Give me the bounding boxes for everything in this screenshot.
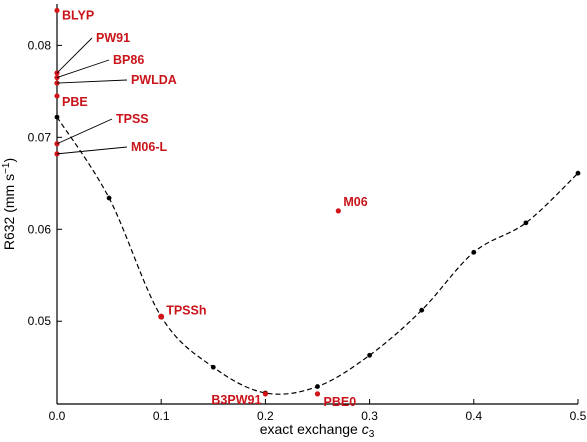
fit-point-7 [419,307,425,313]
point-m06 [335,208,341,214]
leader-pw91 [56,37,93,74]
y-tick-label-2: 0.07 [28,130,52,144]
label-tpss: TPSS [116,112,149,126]
point-b3pw91 [262,391,268,397]
label-pw91: PW91 [96,31,130,45]
label-pwlda: PWLDA [131,73,177,87]
fit-curve [56,116,579,395]
x-tick-label-4: 0.4 [465,409,482,423]
y-tick-label-3: 0.08 [28,38,52,52]
leader-pwlda [56,79,128,84]
x-tick-label-1: 0.1 [153,409,170,423]
x-tick-label-3: 0.3 [361,409,378,423]
fit-point-0 [54,114,60,120]
label-m06-l: M06-L [131,140,167,154]
label-tpssh: TPSSh [166,304,206,318]
leader-tpss [56,118,113,145]
y-tick-label-0: 0.05 [28,314,52,328]
fit-curve-group [56,116,579,395]
point-blyp [54,7,60,14]
label-pbe0: PBE0 [324,395,357,409]
fit-point-3 [210,364,216,370]
fit-point-9 [523,220,529,226]
x-tick-label-5: 0.5 [570,409,587,423]
leader-m06-l [56,146,128,155]
label-m06: M06 [343,195,367,209]
x-axis-title: exact exchange c3 [260,421,375,440]
label-b3pw91: B3PW91 [211,393,261,407]
y-axis-title: R632 (mm s−1) [1,158,17,250]
y-tick-label-1: 0.06 [28,222,52,236]
label-bp86: BP86 [113,53,144,67]
x-tick-label-0: 0.0 [49,409,66,423]
fit-point-6 [367,352,372,358]
leader-bp86 [56,59,110,78]
fit-point-5 [315,384,320,389]
point-pbe [54,93,60,99]
fit-point-10 [575,170,581,176]
label-blyp: BLYP [62,8,94,22]
ticks: 0.0 0.1 0.2 0.3 0.4 0.5 0.05 0.06 0.07 0.08 [28,38,587,423]
fit-point-1 [106,195,112,201]
point-tpssh [158,313,165,320]
fit-point-8 [471,249,477,255]
point-pbe0 [314,391,321,397]
label-pbe: PBE [62,95,88,109]
x-tick-label-2: 0.2 [257,409,274,423]
